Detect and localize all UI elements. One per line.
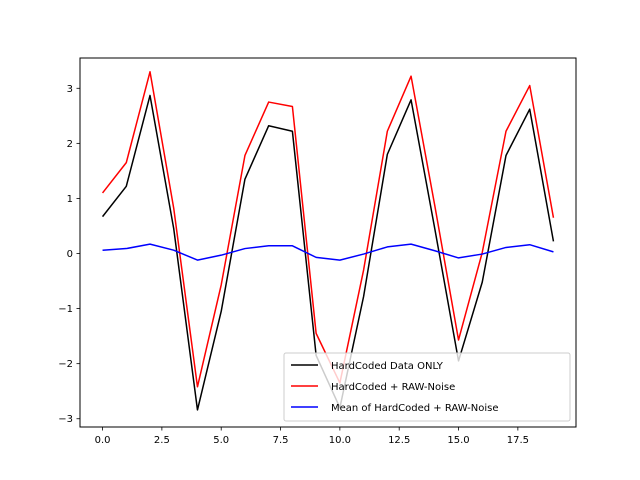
x-tick-label: 0.0 <box>95 435 111 446</box>
y-tick-label: −3 <box>58 414 73 425</box>
y-tick-label: 1 <box>67 194 73 205</box>
x-tick-label: 15.0 <box>447 435 469 446</box>
x-tick-label: 5.0 <box>213 435 229 446</box>
x-tick-label: 12.5 <box>388 435 410 446</box>
x-tick-label: 10.0 <box>329 435 351 446</box>
y-tick-label: 0 <box>67 249 73 260</box>
y-axis: −3 −2 −1 0 1 2 3 <box>58 84 80 425</box>
x-tick-label: 7.5 <box>273 435 289 446</box>
legend-label-1: HardCoded + RAW-Noise <box>331 382 455 393</box>
y-tick-label: −1 <box>58 304 73 315</box>
y-tick-label: 2 <box>67 139 73 150</box>
legend-box <box>283 352 571 422</box>
y-tick-label: 3 <box>67 84 73 95</box>
x-tick-label: 17.5 <box>507 435 529 446</box>
y-tick-label: −2 <box>58 359 73 370</box>
x-tick-label: 2.5 <box>154 435 170 446</box>
series-line-2 <box>102 243 554 261</box>
legend: HardCoded Data ONLY HardCoded + RAW-Nois… <box>283 352 571 422</box>
legend-label-0: HardCoded Data ONLY <box>331 361 444 372</box>
x-axis: 0.0 2.5 5.0 7.5 10.0 12.5 15.0 17.5 <box>95 427 529 446</box>
legend-label-2: Mean of HardCoded + RAW-Noise <box>331 403 499 414</box>
plot-frame <box>79 57 577 428</box>
